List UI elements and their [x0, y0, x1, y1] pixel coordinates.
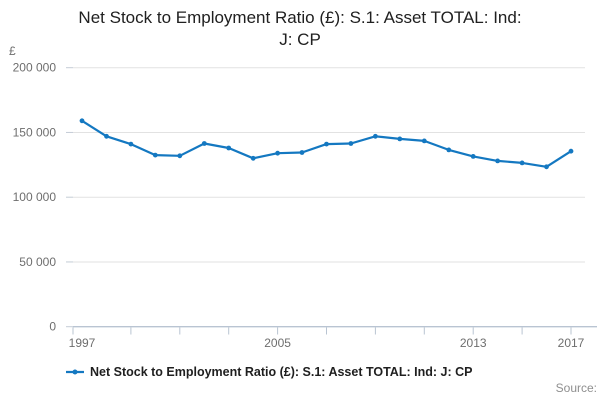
- data-point-marker[interactable]: [250, 155, 256, 161]
- x-tick-label: 2005: [264, 336, 291, 350]
- chart-title-line2: J: CP: [279, 30, 321, 50]
- legend-line-icon: [66, 369, 84, 375]
- data-point-marker[interactable]: [421, 138, 427, 144]
- x-tick-label: 1997: [69, 336, 96, 350]
- y-tick-label: 150 000: [13, 125, 57, 139]
- data-point-marker[interactable]: [152, 152, 158, 158]
- data-point-marker[interactable]: [397, 136, 403, 142]
- legend-label: Net Stock to Employment Ratio (£): S.1: …: [90, 365, 473, 379]
- data-point-marker[interactable]: [79, 118, 85, 124]
- data-point-marker[interactable]: [201, 141, 207, 146]
- data-point-marker[interactable]: [348, 141, 354, 146]
- data-point-marker[interactable]: [373, 133, 378, 139]
- data-point-marker[interactable]: [470, 154, 476, 159]
- data-point-marker[interactable]: [544, 164, 549, 170]
- y-tick-label: 0: [49, 320, 56, 334]
- data-point-marker[interactable]: [128, 141, 134, 147]
- source-label: Source:: [555, 381, 597, 395]
- data-point-marker[interactable]: [275, 150, 280, 156]
- y-axis-unit-label: £: [9, 44, 16, 58]
- y-tick-label: 50 000: [19, 255, 56, 269]
- y-tick-label: 100 000: [13, 190, 57, 204]
- x-tick-label: 2013: [460, 336, 487, 350]
- data-point-marker[interactable]: [568, 148, 574, 154]
- y-tick-label: 200 000: [13, 61, 57, 75]
- legend-item[interactable]: Net Stock to Employment Ratio (£): S.1: …: [66, 365, 472, 379]
- data-point-marker[interactable]: [324, 141, 329, 147]
- data-point-marker[interactable]: [495, 158, 500, 164]
- x-tick-label: 2017: [558, 336, 585, 350]
- chart-title-line1: Net Stock to Employment Ratio (£): S.1: …: [78, 8, 522, 27]
- data-point-marker[interactable]: [226, 145, 232, 151]
- data-point-marker[interactable]: [104, 133, 109, 139]
- data-point-marker[interactable]: [446, 147, 452, 153]
- data-point-marker[interactable]: [177, 153, 183, 159]
- data-point-marker[interactable]: [519, 160, 525, 166]
- data-point-marker[interactable]: [299, 150, 305, 155]
- chart-title: Net Stock to Employment Ratio (£): S.1: …: [40, 7, 560, 52]
